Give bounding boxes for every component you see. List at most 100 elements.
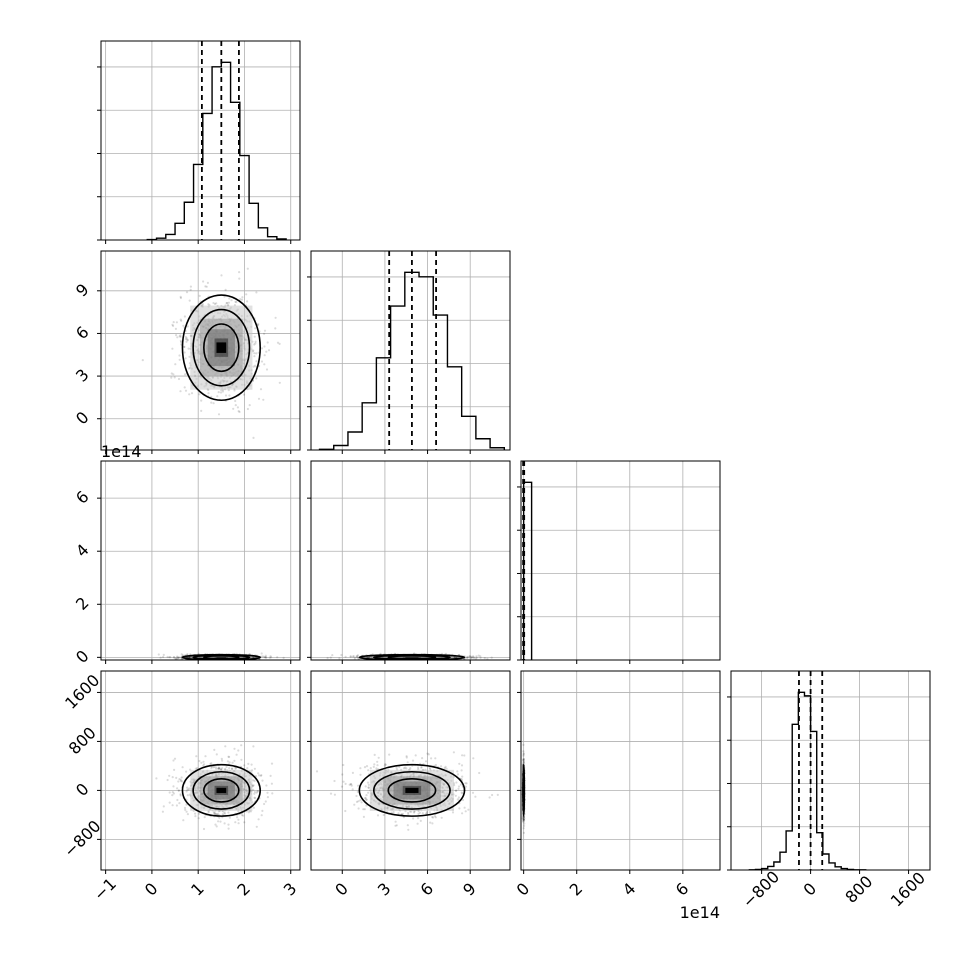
scatter-point [261,655,264,658]
contour-2 [387,778,437,803]
scatter-point [443,766,446,770]
scatter-point [367,786,370,789]
scatter-point [350,784,353,787]
scatter-point [179,339,182,342]
scatter-point [159,656,162,659]
scatter-point [440,816,443,819]
scatter-point [270,762,274,765]
x-tick-label: 1 [187,879,208,900]
scatter-point [178,354,181,357]
scatter-point [174,363,177,366]
scatter-point [168,774,171,777]
scatter-point [217,413,221,416]
scatter-point [186,338,189,341]
scatter-point [185,810,188,813]
scatter-point [356,654,359,658]
scatter-point [278,342,281,345]
scatter-point [172,759,175,762]
scatter-point [175,804,178,807]
scatter-point [246,267,249,270]
scatter-point [255,291,258,294]
scatter-point [254,797,257,800]
scatter-point [373,763,376,766]
scatter-point [184,373,187,376]
scatter-point [365,765,369,768]
scatter-point [221,813,224,816]
scatter-point [176,787,179,790]
scatter-point [351,771,354,774]
scatter-point [262,398,265,401]
scatter-point [253,767,256,770]
scatter-point [170,376,173,379]
scatter-point [479,656,482,659]
scatter-point [246,407,249,411]
scatter-point [427,753,430,756]
y-tick-label: 2 [72,593,93,614]
scatter-point [171,776,174,779]
scatter-point [200,761,203,764]
scatter-point [215,767,218,770]
scatter-point [195,755,198,758]
scatter-point [463,754,466,757]
scatter-point [338,657,341,660]
contour-2 [203,323,240,373]
scatter-point [351,788,354,791]
scatter-point [168,656,171,659]
scatter-point [223,812,227,815]
scatter-point [214,813,217,816]
scatter-point [263,802,266,806]
scatter-point [168,801,171,804]
scatter-point [186,794,189,797]
scatter-point [376,814,380,817]
scatter-point [223,811,226,814]
scatter-point [248,404,251,407]
scatter-point [240,758,243,761]
scatter-point [210,245,212,247]
scatter-point [367,791,370,794]
scatter-point [465,656,469,660]
scatter-point [329,792,333,795]
scatter-point [471,791,475,794]
scatter-point [213,811,216,814]
scatter-point [173,656,176,659]
scatter-point [241,296,244,299]
scatter-point [217,767,220,770]
scatter-point [187,347,190,350]
scatter-point [235,301,238,304]
scatter-point [444,765,447,768]
scatter-point [230,767,234,770]
scatter-point [225,302,228,305]
scatter-point [253,335,256,338]
scatter-point [474,657,477,660]
scatter-point [460,791,463,794]
scatter-point [470,656,473,659]
scatter-point [460,764,464,767]
scatter-point [188,355,191,358]
scatter-point [210,401,213,404]
scatter-point [186,653,189,656]
scatter-point [254,775,258,778]
scatter-point [181,780,184,783]
scatter-point [183,315,186,318]
scatter-point [227,811,230,814]
scatter-point [254,327,257,330]
scatter-point [177,789,180,792]
scatter-point [461,754,464,757]
scatter-point [263,345,266,348]
scatter-point [263,332,266,335]
scatter-point [242,814,245,817]
scatter-point [207,811,210,814]
scatter-point [161,810,164,813]
scatter-point [464,785,467,788]
scatter-point [250,763,253,766]
scatter-point [247,811,250,814]
panel-content [311,671,510,870]
scatter-point [176,656,179,659]
scatter-point [228,394,231,397]
density-core [216,342,227,353]
scatter-point [392,810,395,814]
scatter-point [172,324,175,327]
scatter-point [488,796,491,799]
scatter-point [243,821,246,824]
scatter-point [202,760,205,763]
